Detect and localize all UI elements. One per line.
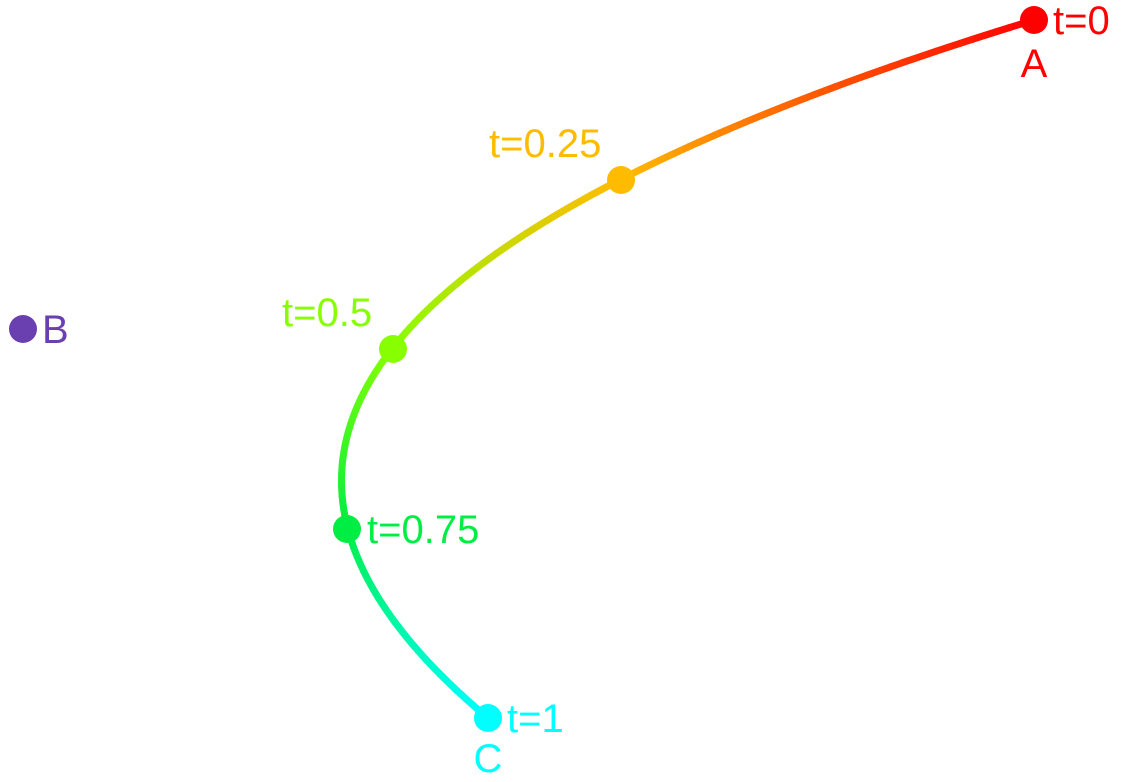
marker-t075-label: t=0.75 [367, 508, 479, 552]
marker-t1-label: t=1 [507, 697, 564, 741]
control-point-c-label: C [474, 737, 503, 777]
marker-t025-label: t=0.25 [489, 122, 601, 166]
marker-t05-label: t=0.5 [282, 291, 372, 335]
control-point-b-dot [9, 315, 37, 343]
marker-t1-dot [474, 704, 502, 732]
marker-t075-dot [333, 515, 361, 543]
marker-t025-dot [607, 166, 635, 194]
curve-layer [342, 20, 1034, 718]
marker-t05-dot [379, 335, 407, 363]
marker-t0-dot [1020, 6, 1048, 34]
control-point-a-label: A [1021, 42, 1048, 86]
control-point-b-label: B [42, 308, 69, 352]
marker-t0-label: t=0 [1053, 0, 1110, 43]
